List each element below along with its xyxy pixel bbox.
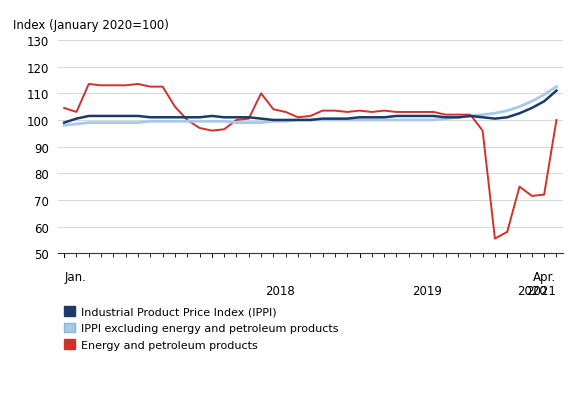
- Legend: Industrial Product Price Index (IPPI), IPPI excluding energy and petroleum produ: Industrial Product Price Index (IPPI), I…: [64, 306, 339, 351]
- Text: 2020: 2020: [517, 284, 547, 297]
- Text: Jan.: Jan.: [64, 270, 86, 283]
- Text: Apr.: Apr.: [534, 270, 556, 283]
- Text: 2019: 2019: [412, 284, 442, 297]
- Text: 2018: 2018: [264, 284, 295, 297]
- Text: 2021: 2021: [527, 284, 556, 297]
- Text: Index (January 2020=100): Index (January 2020=100): [13, 19, 168, 32]
